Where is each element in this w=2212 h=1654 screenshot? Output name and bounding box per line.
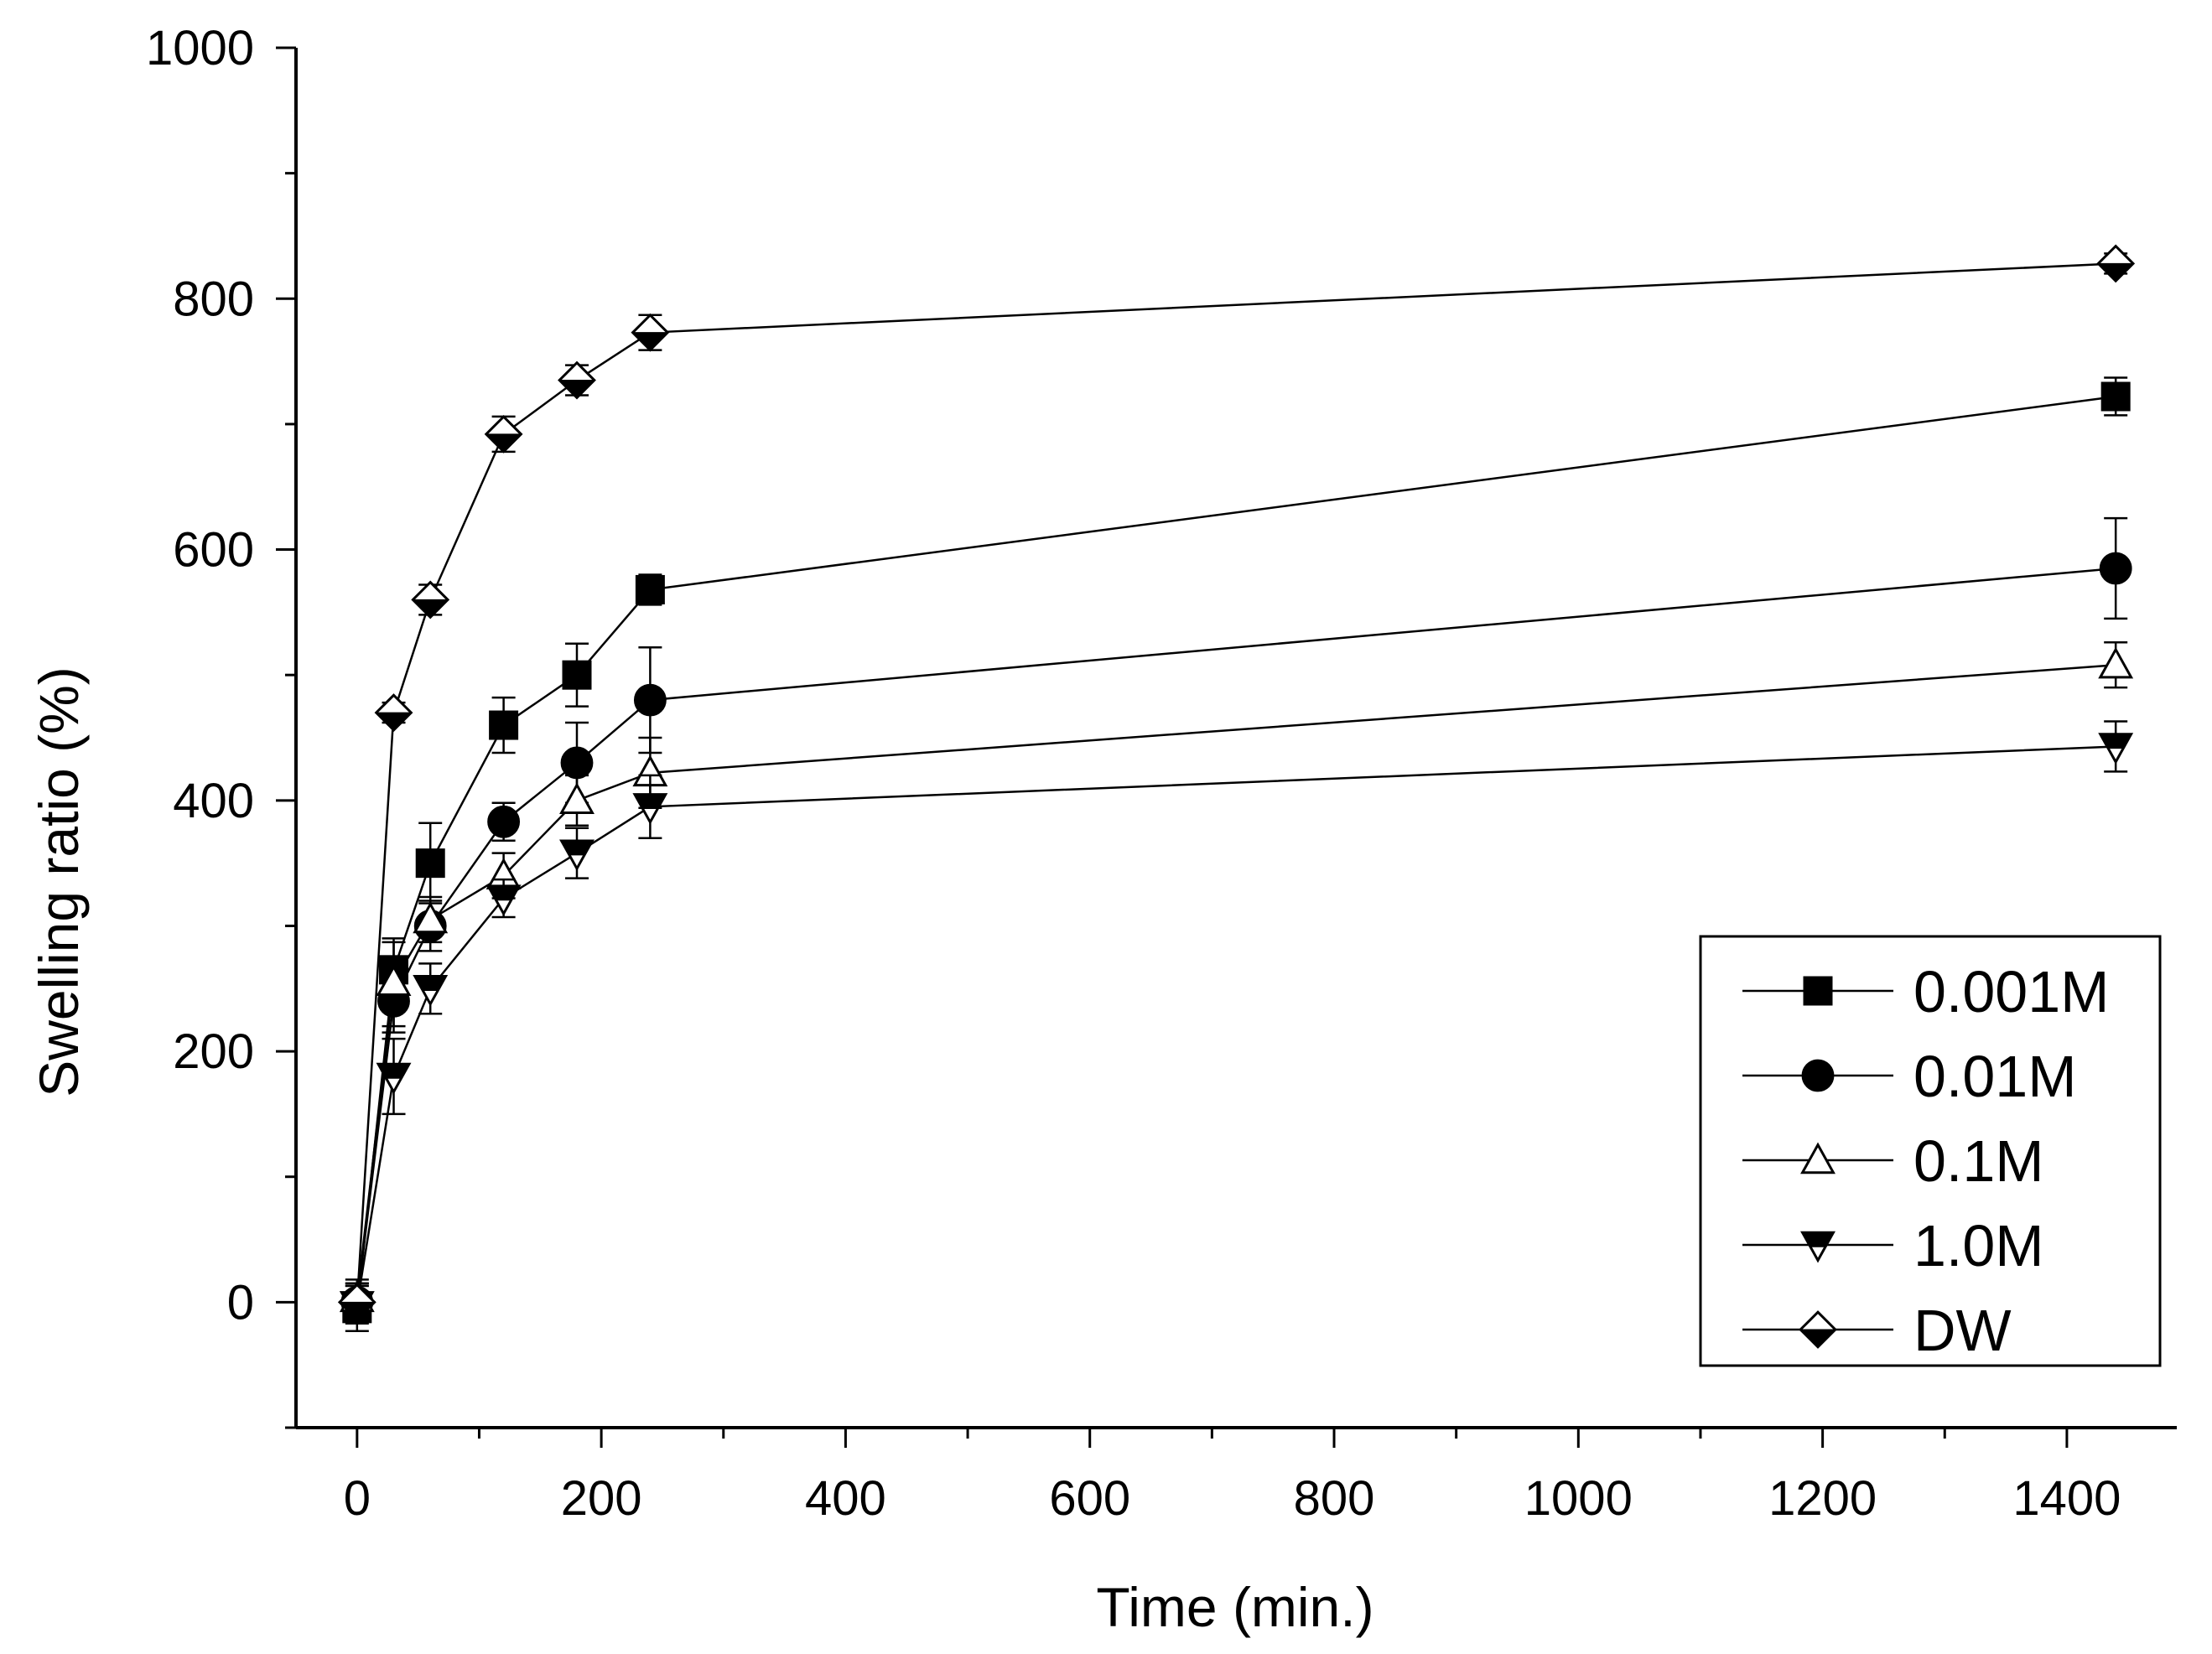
y-tick-label: 800	[173, 272, 254, 326]
x-tick-label: 200	[561, 1471, 642, 1526]
marker-fill	[375, 712, 413, 731]
x-tick-label: 600	[1049, 1471, 1130, 1526]
marker-fill	[338, 1301, 376, 1320]
legend-label: 1.0M	[1913, 1213, 2044, 1278]
data-point	[376, 1062, 412, 1095]
legend-marker	[1800, 1231, 1836, 1263]
x-tick-label: 1200	[1768, 1471, 1877, 1526]
y-axis-title: Swelling ratio (%)	[28, 666, 90, 1097]
data-point	[487, 805, 521, 838]
legend-item-1.0M: 1.0M	[1742, 1213, 2044, 1278]
x-tick-label: 1400	[2012, 1471, 2121, 1526]
legend-marker	[1799, 1310, 1837, 1349]
legend-marker	[1803, 976, 1833, 1006]
legend-label: 0.001M	[1913, 959, 2109, 1024]
data-point	[411, 580, 450, 620]
x-axis: 0 200 400 600 800 1000 1200 1400	[344, 1428, 2121, 1526]
data-point	[2098, 733, 2134, 765]
marker-fill	[487, 885, 520, 901]
marker-fill	[631, 332, 669, 351]
marker-fill	[413, 976, 447, 991]
marker-fill	[1801, 1231, 1835, 1247]
y-tick-label: 1000	[146, 21, 254, 75]
marker-fill	[558, 380, 596, 399]
data-point	[376, 964, 412, 997]
legend-label: DW	[1913, 1298, 2012, 1363]
legend-marker	[1800, 1142, 1836, 1174]
data-point	[485, 884, 522, 917]
data-point	[2099, 552, 2132, 585]
data-point	[484, 414, 523, 454]
y-tick-label: 200	[173, 1024, 254, 1079]
data-point	[559, 782, 595, 815]
series-layer	[337, 244, 2136, 1333]
legend-item-0.001M: 0.001M	[1742, 959, 2109, 1024]
y-axis: 0 200 400 600 800 1000	[146, 21, 296, 1429]
data-point	[632, 793, 668, 825]
marker-fill	[2099, 734, 2132, 749]
data-point	[562, 660, 592, 690]
marker-fill	[1799, 1329, 1837, 1348]
legend-box	[1699, 935, 2162, 1367]
marker-fill	[377, 1063, 410, 1079]
series-DW	[337, 244, 2136, 1323]
data-point	[633, 683, 667, 717]
plot-frame	[294, 48, 2177, 1429]
legend-item-0.1M: 0.1M	[1742, 1128, 2044, 1194]
marker-fill	[634, 794, 667, 810]
legend-label: 0.01M	[1913, 1044, 2077, 1109]
data-point	[2098, 646, 2134, 679]
data-point	[374, 693, 413, 732]
data-point	[558, 360, 596, 400]
data-point	[635, 574, 665, 604]
x-tick-label: 800	[1294, 1471, 1375, 1526]
marker-fill	[2097, 262, 2135, 282]
data-point	[413, 901, 449, 934]
marker-fill	[412, 599, 449, 618]
data-point	[415, 848, 445, 879]
data-point	[560, 746, 594, 780]
x-tick-label: 1000	[1524, 1471, 1633, 1526]
y-tick-label: 400	[173, 774, 254, 828]
data-point	[559, 839, 595, 872]
data-point	[489, 710, 519, 740]
data-point	[337, 1283, 376, 1322]
x-tick-label: 0	[344, 1471, 371, 1526]
legend-marker	[1801, 1059, 1835, 1092]
x-axis-title: Time (min.)	[1096, 1576, 1373, 1638]
legend-item-DW: DW	[1742, 1298, 2012, 1363]
marker-fill	[560, 840, 594, 856]
y-tick-label: 0	[227, 1275, 254, 1330]
data-point	[2096, 244, 2136, 283]
data-point	[2100, 381, 2131, 412]
legend: 0.001M 0.01M 0.1M 1.0M DW	[1699, 935, 2162, 1367]
legend-label: 0.1M	[1913, 1128, 2044, 1194]
data-point	[413, 975, 449, 1007]
y-tick-label: 600	[173, 523, 254, 578]
data-point	[631, 313, 670, 352]
legend-item-0.01M: 0.01M	[1742, 1044, 2077, 1109]
x-tick-label: 400	[805, 1471, 886, 1526]
marker-fill	[485, 433, 522, 453]
